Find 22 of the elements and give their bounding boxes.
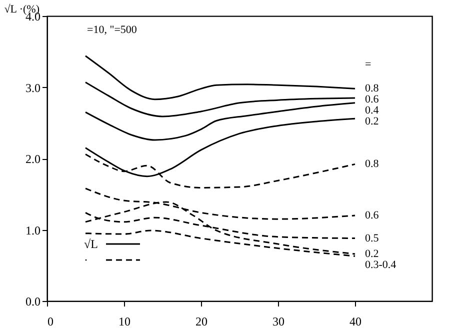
x-tick-label: 40 [350, 314, 362, 328]
series-label: 0.6 [365, 210, 380, 222]
annotation: · [84, 252, 89, 268]
annotation: = [365, 58, 372, 71]
series-label: 0.8 [365, 158, 380, 170]
series-label: 0.3-0.4 [365, 258, 397, 271]
series-label: 0.5 [365, 232, 380, 244]
series-label: 0.2 [365, 248, 379, 260]
series-label: 0.6 [365, 94, 380, 106]
x-tick-label: 30 [272, 314, 284, 328]
series-label: 0.4 [365, 104, 380, 117]
series-label: 0.8 [365, 82, 380, 95]
series-label: 0.2 [365, 116, 379, 128]
annotation: √L [84, 236, 98, 252]
annotation: =10, "=500 [87, 24, 138, 36]
x-tick-label: 0 [48, 314, 54, 328]
y-tick-label: 0.0 [26, 294, 40, 308]
x-tick-label: 20 [196, 314, 208, 328]
y-tick-label: 1.0 [26, 223, 40, 238]
y-tick-label: 2.0 [26, 152, 40, 166]
y-tick-label: 3.0 [26, 80, 40, 95]
x-tick-label: 10 [118, 314, 130, 328]
